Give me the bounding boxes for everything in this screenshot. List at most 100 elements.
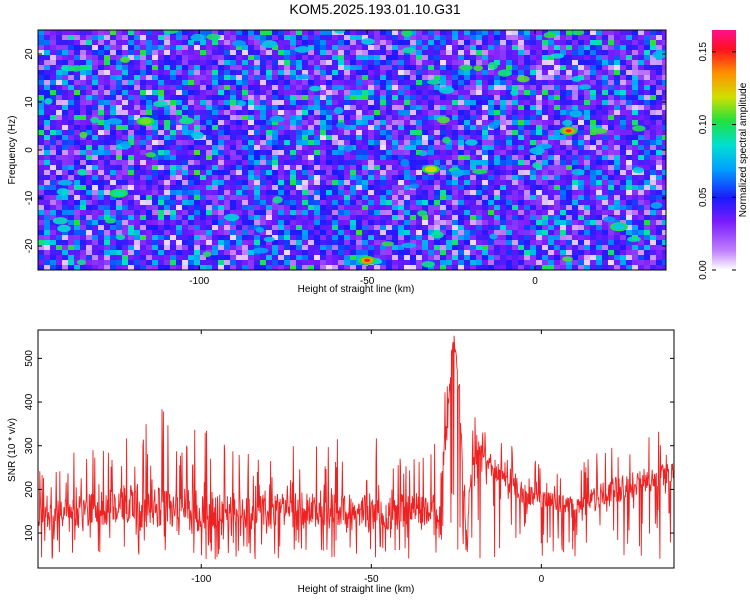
heatmap-cell	[200, 240, 207, 246]
heatmap-cell	[176, 50, 183, 56]
heatmap-cell	[614, 230, 621, 236]
heatmap-cell	[260, 245, 267, 251]
heatmap-cell	[254, 30, 261, 36]
heatmap-cell	[164, 155, 171, 161]
heatmap-cell	[122, 185, 129, 191]
heatmap-cell	[554, 50, 561, 56]
heatmap-cell	[296, 85, 303, 91]
heatmap-cell	[230, 105, 237, 111]
heatmap-cell	[494, 250, 501, 256]
heatmap-cell	[140, 155, 147, 161]
heatmap-cell	[482, 120, 489, 126]
heatmap-cell	[80, 255, 87, 261]
heatmap-cell	[374, 250, 381, 256]
heatmap-cell	[68, 265, 75, 270]
heatmap-cell	[488, 245, 495, 251]
heatmap-cell	[590, 135, 597, 141]
heatmap-cell	[302, 80, 309, 86]
heatmap-cell	[284, 60, 291, 66]
heatmap-cell	[326, 80, 333, 86]
heatmap-cell	[542, 225, 549, 231]
heatmap-cell	[512, 250, 519, 256]
heatmap-cell	[482, 60, 489, 66]
heatmap-cell	[146, 65, 153, 71]
heatmap-cell	[110, 240, 117, 246]
heatmap-cell	[362, 160, 369, 166]
heatmap-cell	[128, 205, 135, 211]
heatmap-cell	[626, 125, 633, 131]
heatmap-cell	[308, 110, 315, 116]
heatmap-cell	[98, 225, 105, 231]
heatmap-cell	[80, 40, 87, 46]
heatmap-cell	[188, 180, 195, 186]
heatmap-cell	[434, 145, 441, 151]
heatmap-cell	[650, 70, 657, 76]
heatmap-cell	[134, 240, 141, 246]
heatmap-cell	[104, 65, 111, 71]
heatmap-cell	[464, 30, 471, 36]
heatmap-cell	[248, 60, 255, 66]
heatmap-cell	[308, 225, 315, 231]
heatmap-cell	[158, 110, 165, 116]
heatmap-cell	[434, 65, 441, 71]
heatmap-cell	[38, 90, 45, 96]
heatmap-cell	[428, 65, 435, 71]
heatmap-cell	[86, 250, 93, 256]
heatmap-cell	[332, 200, 339, 206]
heatmap-cell	[140, 220, 147, 226]
heatmap-cell	[164, 235, 171, 241]
heatmap-cell	[50, 165, 57, 171]
heatmap-cell	[194, 165, 201, 171]
heatmap-cell	[524, 120, 531, 126]
heatmap-cell	[260, 170, 267, 176]
heatmap-cell	[506, 115, 513, 121]
heatmap-cell	[446, 160, 453, 166]
heatmap-cell	[68, 135, 75, 141]
heatmap-cell	[74, 140, 81, 146]
heatmap-cell	[650, 210, 657, 216]
heatmap-cell	[62, 210, 69, 216]
heatmap-cell	[488, 135, 495, 141]
heatmap-cell	[584, 45, 591, 51]
heatmap-cell	[200, 260, 207, 266]
heatmap-cell	[158, 215, 165, 221]
heatmap-cell	[188, 110, 195, 116]
heatmap-cell	[632, 65, 639, 71]
heatmap-cell	[176, 150, 183, 156]
heatmap-cell	[140, 150, 147, 156]
heatmap-cell	[326, 140, 333, 146]
heatmap-cell	[104, 110, 111, 116]
heatmap-cell	[158, 50, 165, 56]
heatmap-cell	[338, 95, 345, 101]
heatmap-cell	[200, 95, 207, 101]
heatmap-cell	[632, 225, 639, 231]
heatmap-cell	[290, 265, 297, 270]
heatmap-cell	[86, 90, 93, 96]
heatmap-cell	[164, 140, 171, 146]
heatmap-cell	[578, 70, 585, 76]
heatmap-cell	[422, 155, 429, 161]
heatmap-cell	[416, 90, 423, 96]
heatmap-cell	[368, 245, 375, 251]
heatmap-cell	[548, 250, 555, 256]
heatmap-cell	[566, 75, 573, 81]
heatmap-cell	[344, 150, 351, 156]
heatmap-cell	[524, 170, 531, 176]
heatmap-cell	[74, 245, 81, 251]
heatmap-cell	[536, 35, 543, 41]
heatmap-cell	[308, 235, 315, 241]
heatmap-cell	[62, 55, 69, 61]
heatmap-cell	[650, 230, 657, 236]
heatmap-cell	[434, 30, 441, 36]
heatmap-cell	[260, 210, 267, 216]
heatmap-cell	[392, 195, 399, 201]
heatmap-cell	[254, 180, 261, 186]
heatmap-cell	[530, 230, 537, 236]
heatmap-cell	[344, 240, 351, 246]
heatmap-cell	[572, 200, 579, 206]
heatmap-cell	[518, 60, 525, 66]
heatmap-cell	[494, 30, 501, 36]
heatmap-cell	[656, 65, 663, 71]
heatmap-cell	[590, 45, 597, 51]
heatmap-cell	[224, 65, 231, 71]
